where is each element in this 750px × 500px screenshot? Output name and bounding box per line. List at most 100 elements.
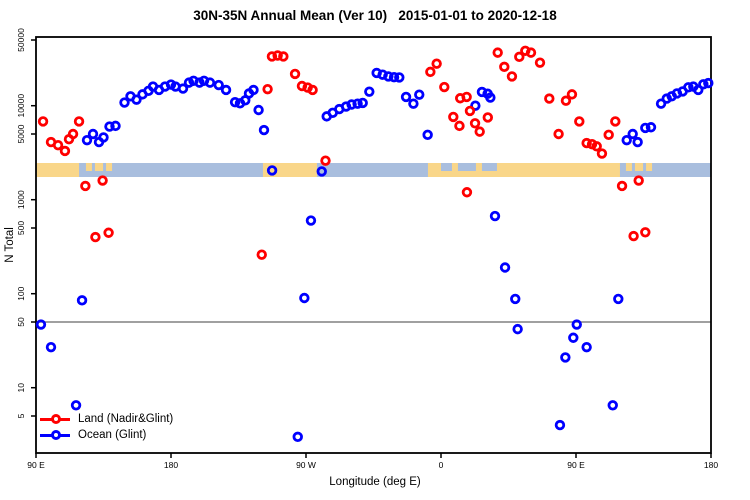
data-point-ocean <box>220 84 232 96</box>
data-point-ocean <box>76 295 88 306</box>
data-point-land <box>469 118 481 129</box>
map-strip-island <box>85 163 92 171</box>
data-point-ocean <box>35 319 47 330</box>
map-strip-island <box>94 163 104 171</box>
map-strip-land <box>427 163 620 177</box>
data-point-land <box>581 137 592 149</box>
data-point-ocean <box>613 293 624 305</box>
data-point-ocean <box>512 323 523 335</box>
data-point-land <box>425 66 436 78</box>
data-point-ocean <box>131 94 142 105</box>
map-strip-island <box>106 163 113 171</box>
data-point-ocean <box>258 124 270 136</box>
x-tick-label: 0 <box>439 460 444 470</box>
data-point-land <box>73 116 85 127</box>
data-point-land <box>454 120 465 132</box>
legend-item-land: Land (Nadir&Glint) <box>40 411 173 427</box>
data-point-land <box>464 105 476 117</box>
data-point-ocean <box>568 332 579 343</box>
data-point-ocean <box>316 166 327 177</box>
data-point-land <box>499 61 510 73</box>
data-point-ocean <box>305 215 317 226</box>
map-strip-sea <box>457 163 476 171</box>
data-point-ocean <box>489 210 501 222</box>
data-point-land <box>544 93 555 104</box>
data-point-ocean <box>485 92 496 103</box>
data-point-ocean <box>400 91 412 103</box>
chart-title: 30N-35N Annual Mean (Ver 10) 2015-01-01 … <box>193 8 557 23</box>
map-strip-land <box>262 163 317 177</box>
ocean-marker-icon <box>40 430 70 440</box>
data-point-ocean <box>408 98 419 109</box>
map-strip-island <box>646 163 653 171</box>
x-tick-label: 90 W <box>296 460 316 470</box>
x-tick-label: 180 <box>164 460 178 470</box>
data-point-land <box>97 175 108 186</box>
data-point-ocean <box>510 293 521 305</box>
data-point-ocean <box>703 77 714 89</box>
x-tick-label: 180 <box>704 460 718 470</box>
data-point-ocean <box>394 72 405 83</box>
data-point-ocean <box>640 122 651 134</box>
data-point-ocean <box>110 120 121 132</box>
y-tick-label: 10000 <box>16 94 26 118</box>
y-tick-label: 5000 <box>16 124 26 143</box>
data-point-land <box>603 129 614 141</box>
legend-item-ocean: Ocean (Glint) <box>40 427 173 443</box>
data-point-ocean <box>621 134 632 146</box>
data-point-land <box>628 230 639 242</box>
data-point-ocean <box>560 352 571 363</box>
data-point-land <box>506 71 518 82</box>
data-point-land <box>525 47 537 58</box>
y-tick-label: 10 <box>16 383 26 393</box>
data-point-ocean <box>470 100 481 111</box>
map-strip-island <box>625 163 632 171</box>
data-point-land <box>307 84 318 96</box>
data-point-ocean <box>627 128 638 140</box>
data-point-ocean <box>357 97 368 109</box>
data-point-land <box>266 51 278 62</box>
map-strip-land <box>36 163 80 177</box>
data-point-ocean <box>571 319 582 330</box>
data-point-ocean <box>98 132 109 143</box>
data-point-land <box>262 83 273 95</box>
data-point-land <box>272 50 283 61</box>
data-point-ocean <box>177 83 189 94</box>
data-point-ocean <box>266 165 278 176</box>
data-point-land <box>52 140 64 151</box>
data-point-land <box>296 80 308 92</box>
data-point-ocean <box>70 400 82 411</box>
map-strip-island <box>634 163 644 171</box>
map-strip-sea <box>481 163 497 171</box>
data-point-ocean <box>213 79 224 91</box>
data-point-land <box>474 126 485 137</box>
legend-label-land: Land (Nadir&Glint) <box>78 413 174 425</box>
map-strip-sea <box>441 163 452 171</box>
data-point-ocean <box>655 98 667 109</box>
data-point-ocean <box>292 431 303 443</box>
data-point-land <box>633 175 644 186</box>
y-tick-label: 50 <box>16 317 26 327</box>
data-point-land <box>320 155 331 166</box>
data-point-ocean <box>422 129 433 141</box>
data-point-ocean <box>581 341 592 353</box>
data-point-ocean <box>299 292 310 304</box>
data-point-ocean <box>352 98 363 109</box>
data-point-land <box>37 116 49 127</box>
data-point-land <box>80 180 91 192</box>
data-point-ocean <box>204 77 216 88</box>
data-point-land <box>90 231 101 243</box>
y-tick-label: 50000 <box>16 28 26 52</box>
legend-label-ocean: Ocean (Glint) <box>78 429 147 441</box>
data-point-land <box>566 89 578 100</box>
data-point-land <box>431 58 442 69</box>
data-point-ocean <box>645 122 657 133</box>
data-point-ocean <box>119 97 130 108</box>
data-point-land <box>103 227 114 238</box>
data-point-land <box>596 148 608 159</box>
data-point-land <box>560 95 572 106</box>
data-point-ocean <box>383 71 394 82</box>
data-point-ocean <box>698 79 709 90</box>
